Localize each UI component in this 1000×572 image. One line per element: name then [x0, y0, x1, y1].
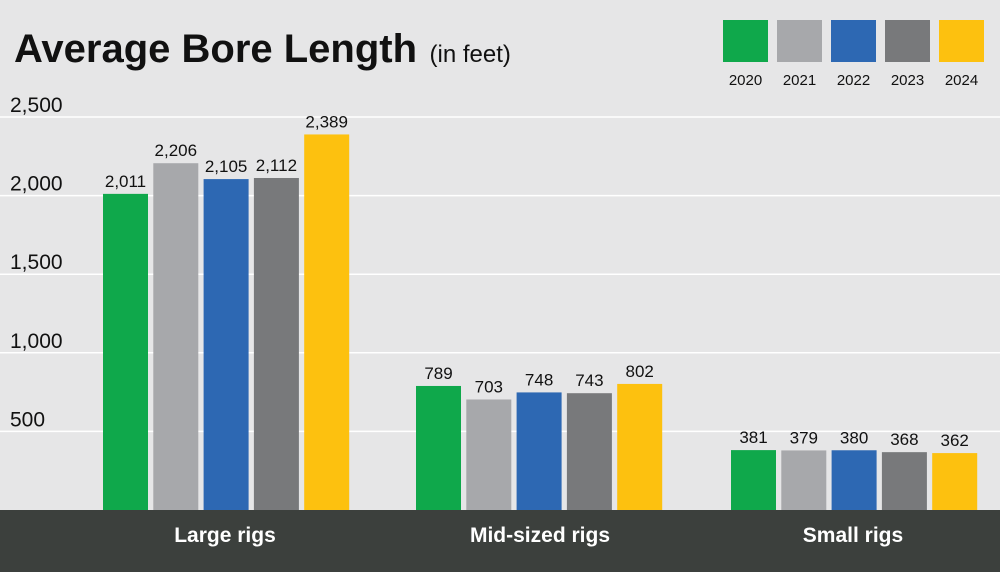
- bar-value-label: 362: [941, 431, 969, 450]
- bar-value-label: 379: [790, 428, 818, 447]
- bar-value-label: 743: [575, 371, 603, 390]
- bar-2024: [617, 383, 663, 510]
- legend-label: 2022: [837, 72, 870, 89]
- chart-title: Average Bore Length (in feet): [14, 27, 511, 71]
- chart-title-unit: (in feet): [430, 41, 511, 68]
- bar-value-label: 381: [739, 428, 767, 447]
- bar-value-label: 748: [525, 370, 553, 389]
- y-tick-label: 1,000: [10, 330, 63, 353]
- bar-2021: [781, 450, 827, 510]
- category-label: Mid-sized rigs: [470, 524, 610, 547]
- bar-value-label: 789: [424, 364, 452, 383]
- category-label: Large rigs: [174, 524, 276, 547]
- bar-value-label: 368: [890, 430, 918, 449]
- legend-label: 2023: [891, 72, 924, 89]
- bar-2022: [203, 179, 249, 510]
- y-tick-label: 2,000: [10, 173, 63, 196]
- y-tick-label: 500: [10, 408, 45, 431]
- bar-value-label: 2,206: [155, 141, 198, 160]
- legend-swatch-2023: [885, 20, 930, 62]
- category-labels: Large rigs Mid-sized rigs Small rigs: [174, 524, 903, 547]
- bar-2021: [153, 163, 199, 510]
- legend: 2020 2021 2022 2023 2024: [723, 20, 984, 89]
- category-label: Small rigs: [803, 524, 903, 547]
- bar-value-label: 380: [840, 428, 868, 447]
- chart-title-main: Average Bore Length: [14, 27, 417, 71]
- bar-2022: [831, 450, 877, 510]
- legend-swatch-2022: [831, 20, 876, 62]
- bar-value-label: 802: [626, 362, 654, 381]
- bar-2023: [566, 393, 612, 510]
- bar-2024: [304, 134, 350, 510]
- legend-swatch-2020: [723, 20, 768, 62]
- bars: [103, 134, 978, 511]
- legend-label: 2024: [945, 72, 978, 89]
- bar-2021: [466, 399, 512, 510]
- bar-2023: [253, 177, 299, 511]
- bar-2024: [932, 453, 978, 510]
- y-tick-label: 2,500: [10, 94, 63, 117]
- bar-2023: [881, 452, 927, 510]
- bar-2022: [516, 392, 562, 510]
- bar-value-label: 2,389: [305, 112, 348, 131]
- legend-swatch-2024: [939, 20, 984, 62]
- bar-2020: [731, 450, 776, 510]
- bar-2020: [103, 193, 148, 511]
- y-tick-label: 1,500: [10, 251, 63, 274]
- legend-label: 2020: [729, 72, 762, 89]
- legend-label: 2021: [783, 72, 816, 89]
- bar-value-label: 2,105: [205, 157, 248, 176]
- bar-value-label: 2,112: [256, 156, 297, 175]
- bar-value-label: 703: [475, 377, 503, 396]
- bar-2020: [416, 385, 461, 510]
- bar-value-label: 2,011: [105, 172, 146, 191]
- category-band: [0, 510, 1000, 572]
- y-axis-ticks: 500 1,000 1,500 2,000 2,500: [10, 94, 63, 431]
- data-labels: 2,011 789 381 2,206 703 379 2,105 748 380 2,112 74…: [105, 112, 969, 450]
- legend-swatch-2021: [777, 20, 822, 62]
